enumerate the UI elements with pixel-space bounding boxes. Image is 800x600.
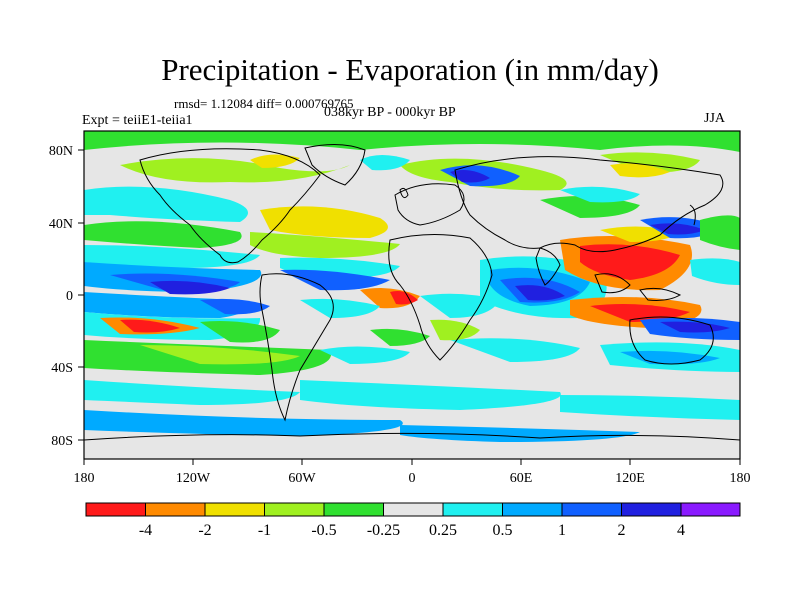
colorbar-box <box>680 502 741 517</box>
x-tick-label: 60E <box>510 471 533 486</box>
colorbar <box>85 502 741 517</box>
colorbar-box <box>204 502 265 517</box>
colorbar-box <box>383 502 444 517</box>
colorbar-label: -0.5 <box>311 522 336 539</box>
period-label: 038kyr BP - 000kyr BP <box>324 105 456 120</box>
y-tick-label: 40S <box>51 361 73 376</box>
x-tick-label: 120E <box>615 471 645 486</box>
colorbar-box <box>264 502 325 517</box>
y-tick-label: 0 <box>66 289 73 304</box>
colorbar-label: -1 <box>258 522 271 539</box>
colorbar-box <box>85 502 146 517</box>
x-tick-labels: 180 120W 60W 0 60E 120E 180 <box>74 471 751 486</box>
colorbar-box <box>561 502 622 517</box>
season-label: JJA <box>704 111 726 126</box>
colorbar-box <box>621 502 682 517</box>
colorbar-label: 0.25 <box>429 522 457 539</box>
y-tick-label: 40N <box>49 217 73 232</box>
x-tick-label: 0 <box>409 471 416 486</box>
colorbar-label: -2 <box>198 522 211 539</box>
colorbar-label: 0.5 <box>493 522 513 539</box>
colorbar-label: 1 <box>558 522 566 539</box>
colorbar-label: -0.25 <box>367 522 400 539</box>
colorbar-box <box>442 502 503 517</box>
colorbar-label: 4 <box>677 522 685 539</box>
colorbar-box <box>145 502 206 517</box>
x-tick-label: 60W <box>288 471 316 486</box>
x-tick-label: 180 <box>74 471 95 486</box>
rmsd-diff-label: rmsd= 1.12084 diff= 0.000769765 <box>174 96 354 111</box>
colorbar-box <box>502 502 563 517</box>
colorbar-label: 2 <box>618 522 626 539</box>
colorbar-box <box>323 502 384 517</box>
x-tick-label: 120W <box>176 471 211 486</box>
colorbar-labels: -4 -2 -1 -0.5 -0.25 0.25 0.5 1 2 4 <box>139 522 685 539</box>
map-panel <box>84 131 740 459</box>
map-title: Precipitation - Evaporation (in mm/day) <box>161 52 659 87</box>
y-tick-label: 80S <box>51 434 73 449</box>
x-tick-label: 180 <box>730 471 751 486</box>
experiment-label: Expt = teiiE1-teiia1 <box>82 113 193 128</box>
y-tick-label: 80N <box>49 144 73 159</box>
y-tick-labels: 80N 40N 0 40S 80S <box>49 144 73 449</box>
coastlines <box>84 144 740 441</box>
colorbar-label: -4 <box>139 522 152 539</box>
axis-ticks <box>78 149 741 465</box>
